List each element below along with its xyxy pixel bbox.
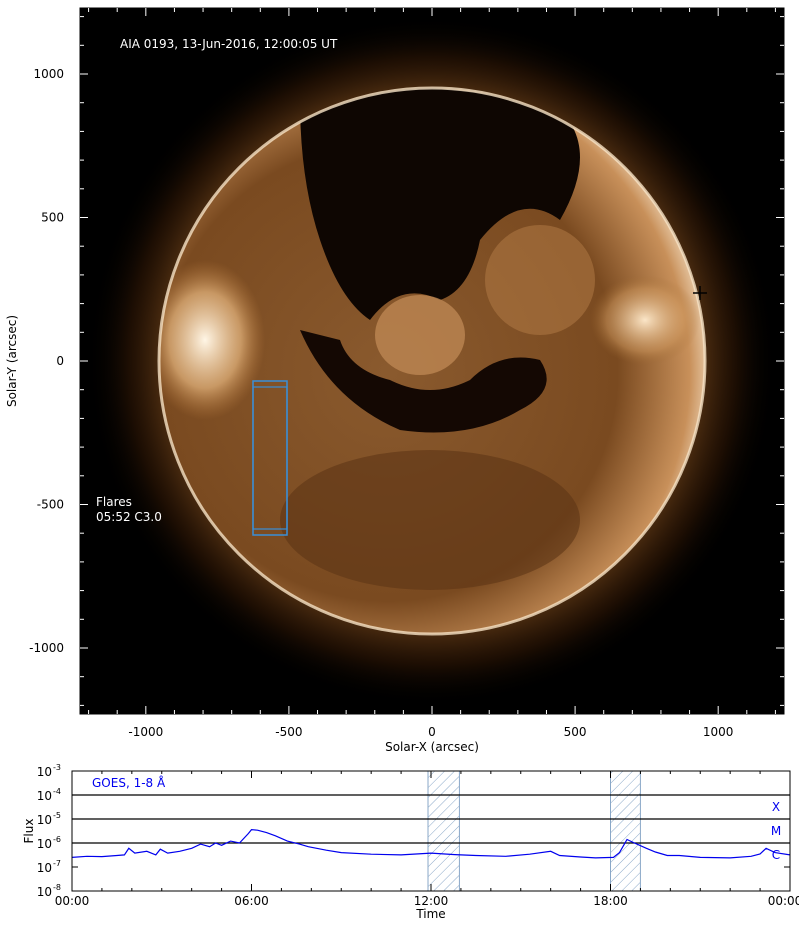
image-y-tick-label: -1000 [29, 641, 64, 655]
image-y-tick-label: 1000 [33, 67, 64, 81]
flare-heading: Flares [96, 495, 132, 509]
selection-box-inner [252, 386, 288, 530]
goes-y-tick-exponent: -3 [53, 763, 61, 772]
goes-flux-line [72, 828, 790, 859]
goes-x-tick-label: 18:00 [593, 894, 628, 908]
image-header: AIA 0193, 13-Jun-2016, 12:00:05 UT [120, 37, 338, 51]
goes-shaded-interval [610, 770, 641, 892]
goes-y-tick-label: 10 [37, 885, 52, 899]
goes-x-ticks: 00:00 06:00 12:00 18:00 00:00 [55, 771, 799, 908]
solar-image-figure: AIA 0193, 13-Jun-2016, 12:00:05 UT Flare… [5, 7, 785, 754]
goes-class-lines: XMC [72, 794, 790, 862]
image-y-tick-label: 0 [56, 354, 64, 368]
goes-class-label: M [771, 824, 781, 838]
goes-y-tick-exponent: -7 [53, 859, 61, 868]
marker-cross [693, 286, 707, 300]
goes-x-tick-label: 06:00 [234, 894, 269, 908]
sun-image [87, 16, 777, 706]
goes-ylabel: Flux [22, 819, 36, 844]
goes-x-tick-label: 00:00 [768, 894, 799, 908]
image-x-tick-label: -1000 [128, 725, 163, 739]
goes-series-label: GOES, 1-8 Å [92, 775, 166, 790]
goes-y-tick-label: 10 [37, 789, 52, 803]
image-x-tick-label: 500 [564, 725, 587, 739]
image-y-tick-label: 500 [41, 211, 64, 225]
goes-y-tick-exponent: -8 [53, 883, 61, 892]
image-x-tick-label: 1000 [703, 725, 734, 739]
goes-y-tick-label: 10 [37, 861, 52, 875]
goes-y-tick-label: 10 [37, 765, 52, 779]
image-xlabel: Solar-X (arcsec) [385, 740, 479, 754]
goes-y-tick-exponent: -5 [53, 811, 61, 820]
image-ylabel: Solar-Y (arcsec) [5, 315, 19, 407]
goes-x-tick-label: 12:00 [414, 894, 449, 908]
goes-xlabel: Time [415, 907, 445, 921]
image-y-tick-label: -500 [37, 497, 64, 511]
flare-entry: 05:52 C3.0 [96, 510, 162, 524]
goes-class-label: C [772, 848, 780, 862]
goes-y-tick-label: 10 [37, 837, 52, 851]
goes-class-label: X [772, 800, 780, 814]
goes-x-tick-label: 00:00 [55, 894, 90, 908]
goes-y-ticks: 10-310-410-510-610-710-8 [37, 763, 790, 899]
image-x-tick-label: 0 [428, 725, 436, 739]
goes-y-tick-exponent: -4 [53, 787, 61, 796]
goes-y-tick-exponent: -6 [53, 835, 61, 844]
goes-y-tick-label: 10 [37, 813, 52, 827]
image-x-tick-label: -500 [275, 725, 302, 739]
image-axis-ticks: -1000 -500 0 500 1000 1000 500 0 -500 -1000 [29, 8, 784, 739]
goes-chart: XMC GOES, 1-8 Å 10-310-410-510-610-710-8… [22, 763, 799, 921]
goes-shaded-interval [427, 770, 460, 892]
